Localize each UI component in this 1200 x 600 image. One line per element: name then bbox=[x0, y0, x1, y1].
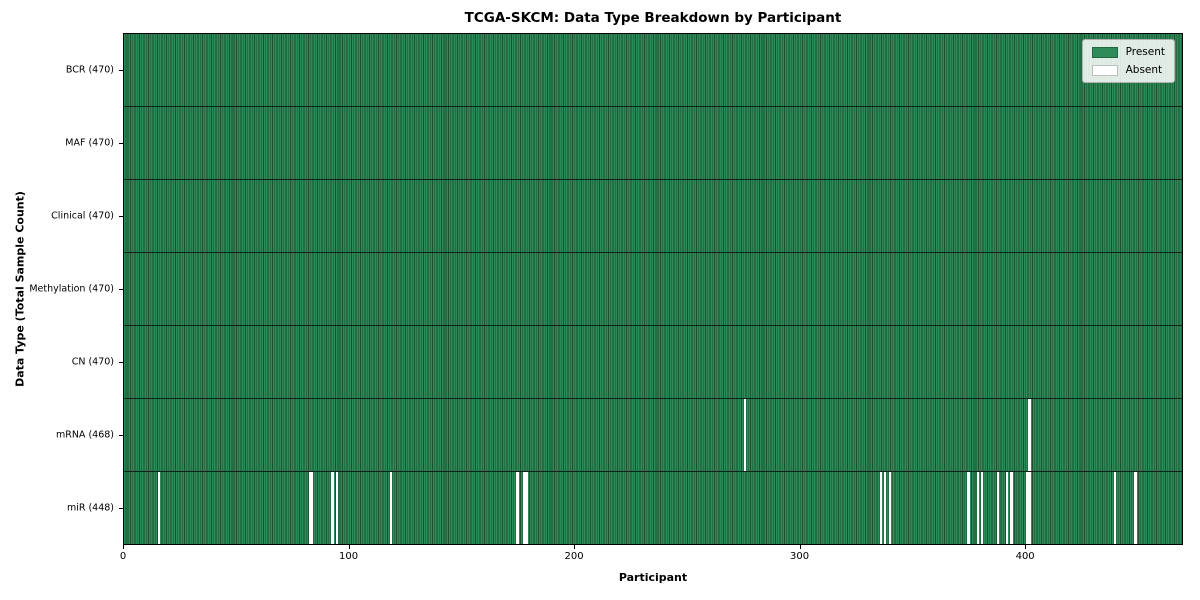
absent-mark bbox=[1026, 472, 1029, 544]
presence-row-mir bbox=[124, 472, 1182, 544]
present-swatch bbox=[1091, 46, 1118, 58]
y-tick-label: CN (470) bbox=[71, 356, 114, 368]
absent-mark bbox=[516, 472, 519, 544]
x-tick-label: 300 bbox=[790, 551, 810, 562]
y-tick-mark bbox=[119, 362, 123, 364]
absent-mark bbox=[308, 472, 312, 544]
absent-mark bbox=[884, 472, 887, 544]
presence-row-mrna bbox=[124, 399, 1182, 472]
y-tick-mark bbox=[119, 69, 123, 71]
absent-mark bbox=[1028, 472, 1031, 544]
absent-mark bbox=[331, 472, 334, 544]
absent-mark bbox=[967, 472, 970, 544]
y-tick-label: Methylation (470) bbox=[29, 283, 114, 295]
legend-label-present: Present bbox=[1125, 46, 1165, 58]
x-tick-mark bbox=[348, 545, 350, 549]
plot-area: Present Absent bbox=[123, 33, 1183, 545]
absent-mark bbox=[525, 472, 528, 544]
absent-mark bbox=[311, 472, 314, 544]
y-tick-label: mRNA (468) bbox=[55, 429, 114, 441]
x-tick-label: 0 bbox=[119, 551, 127, 562]
absent-mark bbox=[523, 472, 526, 544]
x-tick-mark bbox=[574, 545, 576, 549]
absent-mark bbox=[1114, 472, 1117, 544]
presence-row-methylation bbox=[124, 253, 1182, 326]
y-tick-mark bbox=[119, 435, 123, 437]
absent-mark bbox=[1028, 399, 1031, 471]
absent-mark bbox=[1010, 472, 1013, 544]
x-tick-mark bbox=[123, 545, 124, 549]
y-tick-label: Clinical (470) bbox=[51, 210, 114, 222]
y-tick-label: MAF (470) bbox=[65, 137, 114, 149]
absent-mark bbox=[390, 472, 393, 544]
x-tick-label: 100 bbox=[338, 551, 359, 562]
presence-row-cn bbox=[124, 326, 1182, 399]
absent-mark bbox=[879, 472, 882, 544]
x-tick-label: 400 bbox=[1015, 551, 1035, 562]
absent-mark bbox=[1134, 472, 1137, 544]
absent-mark bbox=[744, 399, 747, 471]
absent-mark bbox=[888, 472, 891, 544]
absent-mark bbox=[976, 472, 979, 544]
absent-mark bbox=[157, 472, 161, 544]
absent-mark bbox=[996, 472, 1000, 544]
chart-title: TCGA-SKCM: Data Type Breakdown by Partic… bbox=[464, 10, 842, 26]
x-tick-label: 200 bbox=[564, 551, 584, 562]
absent-mark bbox=[1005, 472, 1009, 544]
presence-row-bcr bbox=[124, 34, 1182, 107]
y-tick-mark bbox=[119, 215, 123, 217]
absent-mark bbox=[981, 472, 984, 544]
absent-swatch bbox=[1091, 64, 1118, 76]
presence-row-maf bbox=[124, 107, 1182, 180]
presence-row-clinical bbox=[124, 180, 1182, 253]
legend-item-present: Present bbox=[1091, 46, 1165, 58]
legend: Present Absent bbox=[1081, 39, 1175, 83]
x-axis-label: Participant bbox=[618, 571, 688, 584]
y-tick-label: BCR (470) bbox=[65, 64, 114, 76]
absent-mark bbox=[336, 472, 339, 544]
x-tick-mark bbox=[799, 545, 801, 549]
y-tick-mark bbox=[119, 142, 123, 144]
y-tick-label: miR (448) bbox=[66, 502, 114, 514]
x-tick-mark bbox=[1025, 545, 1027, 549]
y-tick-mark bbox=[119, 508, 123, 510]
legend-label-absent: Absent bbox=[1125, 64, 1163, 76]
y-tick-mark bbox=[119, 289, 123, 290]
legend-item-absent: Absent bbox=[1091, 64, 1165, 76]
